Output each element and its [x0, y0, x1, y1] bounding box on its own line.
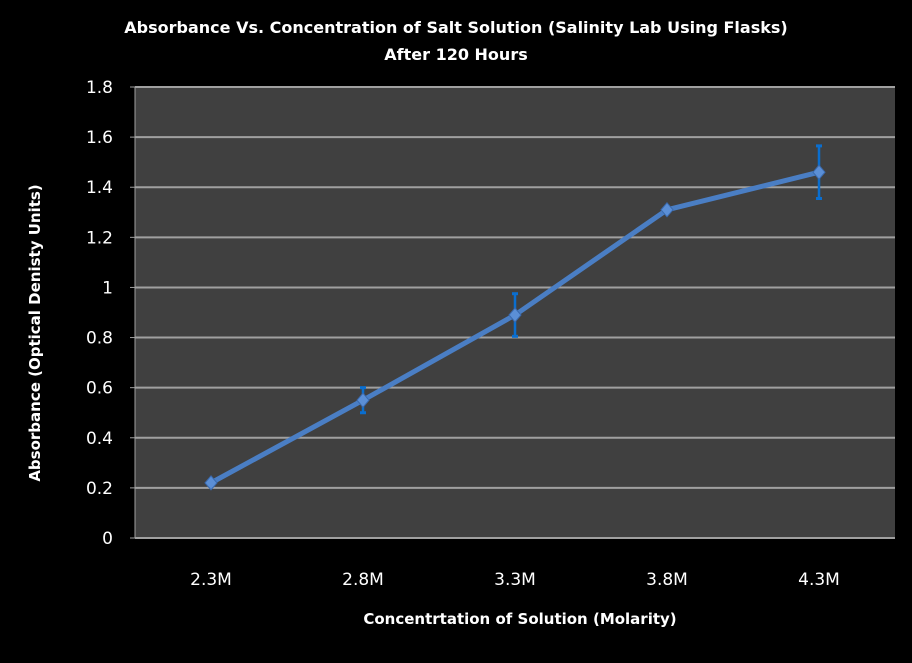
x-tick-label: 2.3M — [190, 570, 232, 590]
data-point — [356, 392, 370, 408]
data-point — [204, 475, 218, 491]
y-tick-label: 0.2 — [86, 479, 113, 499]
y-tick-label: 1.2 — [86, 228, 113, 248]
y-tick-label: 1 — [102, 278, 113, 298]
data-point — [660, 202, 674, 218]
y-tick-label: 0.4 — [86, 429, 113, 449]
chart-subtitle: After 120 Hours — [384, 45, 528, 64]
x-axis-label: Concentrtation of Solution (Molarity) — [363, 610, 677, 628]
x-tick-label: 4.3M — [798, 570, 840, 590]
data-point — [508, 307, 522, 323]
x-tick-label: 2.8M — [342, 570, 384, 590]
x-tick-label: 3.3M — [494, 570, 536, 590]
y-tick-label: 0.6 — [86, 379, 113, 399]
y-tick-label: 0.8 — [86, 329, 113, 349]
x-tick-label: 3.8M — [646, 570, 688, 590]
y-tick-label: 1.4 — [86, 178, 113, 198]
data-point — [812, 164, 826, 180]
y-tick-label: 1.8 — [86, 78, 113, 98]
y-tick-label: 0 — [102, 529, 113, 549]
chart-title: Absorbance Vs. Concentration of Salt Sol… — [124, 18, 788, 37]
y-tick-label: 1.6 — [86, 128, 113, 148]
y-axis-label: Absorbance (Optical Denisty Units) — [26, 184, 44, 482]
